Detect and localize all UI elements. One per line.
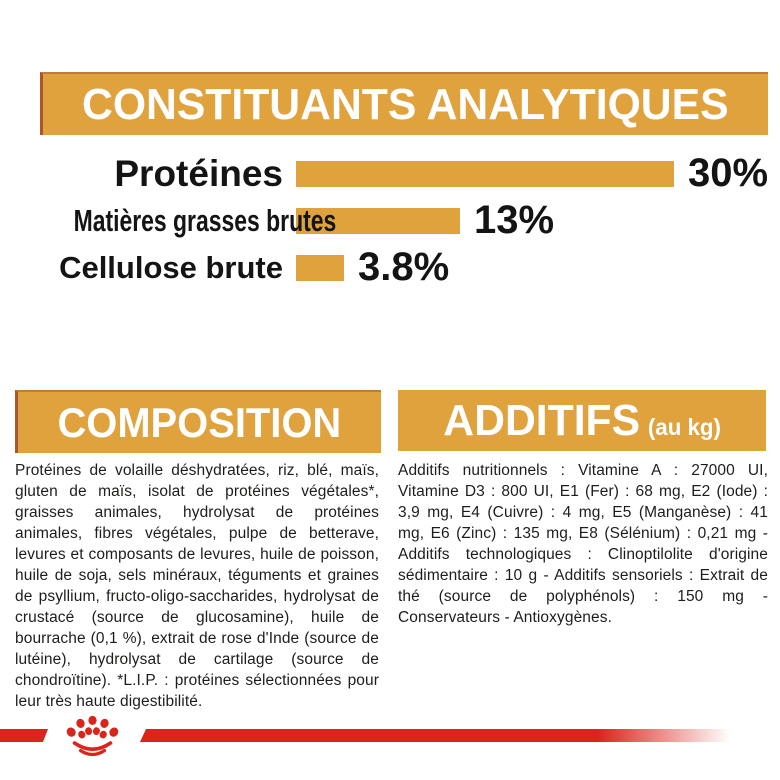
royal-canin-crown-icon xyxy=(66,715,119,757)
additifs-subtitle: (au kg) xyxy=(647,413,721,440)
bar-value-label: 13% xyxy=(474,198,555,242)
bar-proteines xyxy=(296,160,674,187)
chart-category-label: Cellulose brute xyxy=(59,249,283,285)
chart-category-label: Matières grasses brutes xyxy=(73,202,337,238)
composition-banner: COMPOSITION xyxy=(15,390,381,453)
chart-category-label: Protéines xyxy=(114,152,283,194)
bar-matieres-grasses xyxy=(296,207,460,234)
composition-title: COMPOSITION xyxy=(57,398,342,446)
analytical-chart: Protéines 30% Matières grasses brutes 13… xyxy=(0,150,780,291)
bar-value-label: 3.8% xyxy=(358,245,450,289)
composition-body: Protéines de volaille déshydratées, riz,… xyxy=(15,462,379,710)
brand-stripe-right xyxy=(140,729,742,742)
bar-cellulose xyxy=(296,254,344,281)
analytical-constituents-title: CONSTITUANTS ANALYTIQUES xyxy=(82,79,729,129)
additifs-title-group: ADDITIFS (au kg) xyxy=(443,396,721,446)
additifs-body: Additifs nutritionnels : Vitamine A : 27… xyxy=(398,462,768,626)
brand-stripe-left xyxy=(0,729,48,742)
analytical-constituents-banner: CONSTITUANTS ANALYTIQUES xyxy=(40,72,768,135)
bar-value-label: 30% xyxy=(688,151,769,195)
chart-row-matieres-grasses: Matières grasses brutes 13% xyxy=(0,197,780,244)
additifs-title: ADDITIFS xyxy=(443,395,640,445)
chart-row-cellulose: Cellulose brute 3.8% xyxy=(0,244,780,291)
additifs-banner: ADDITIFS (au kg) xyxy=(398,390,766,451)
chart-row-proteines: Protéines 30% xyxy=(0,150,780,197)
